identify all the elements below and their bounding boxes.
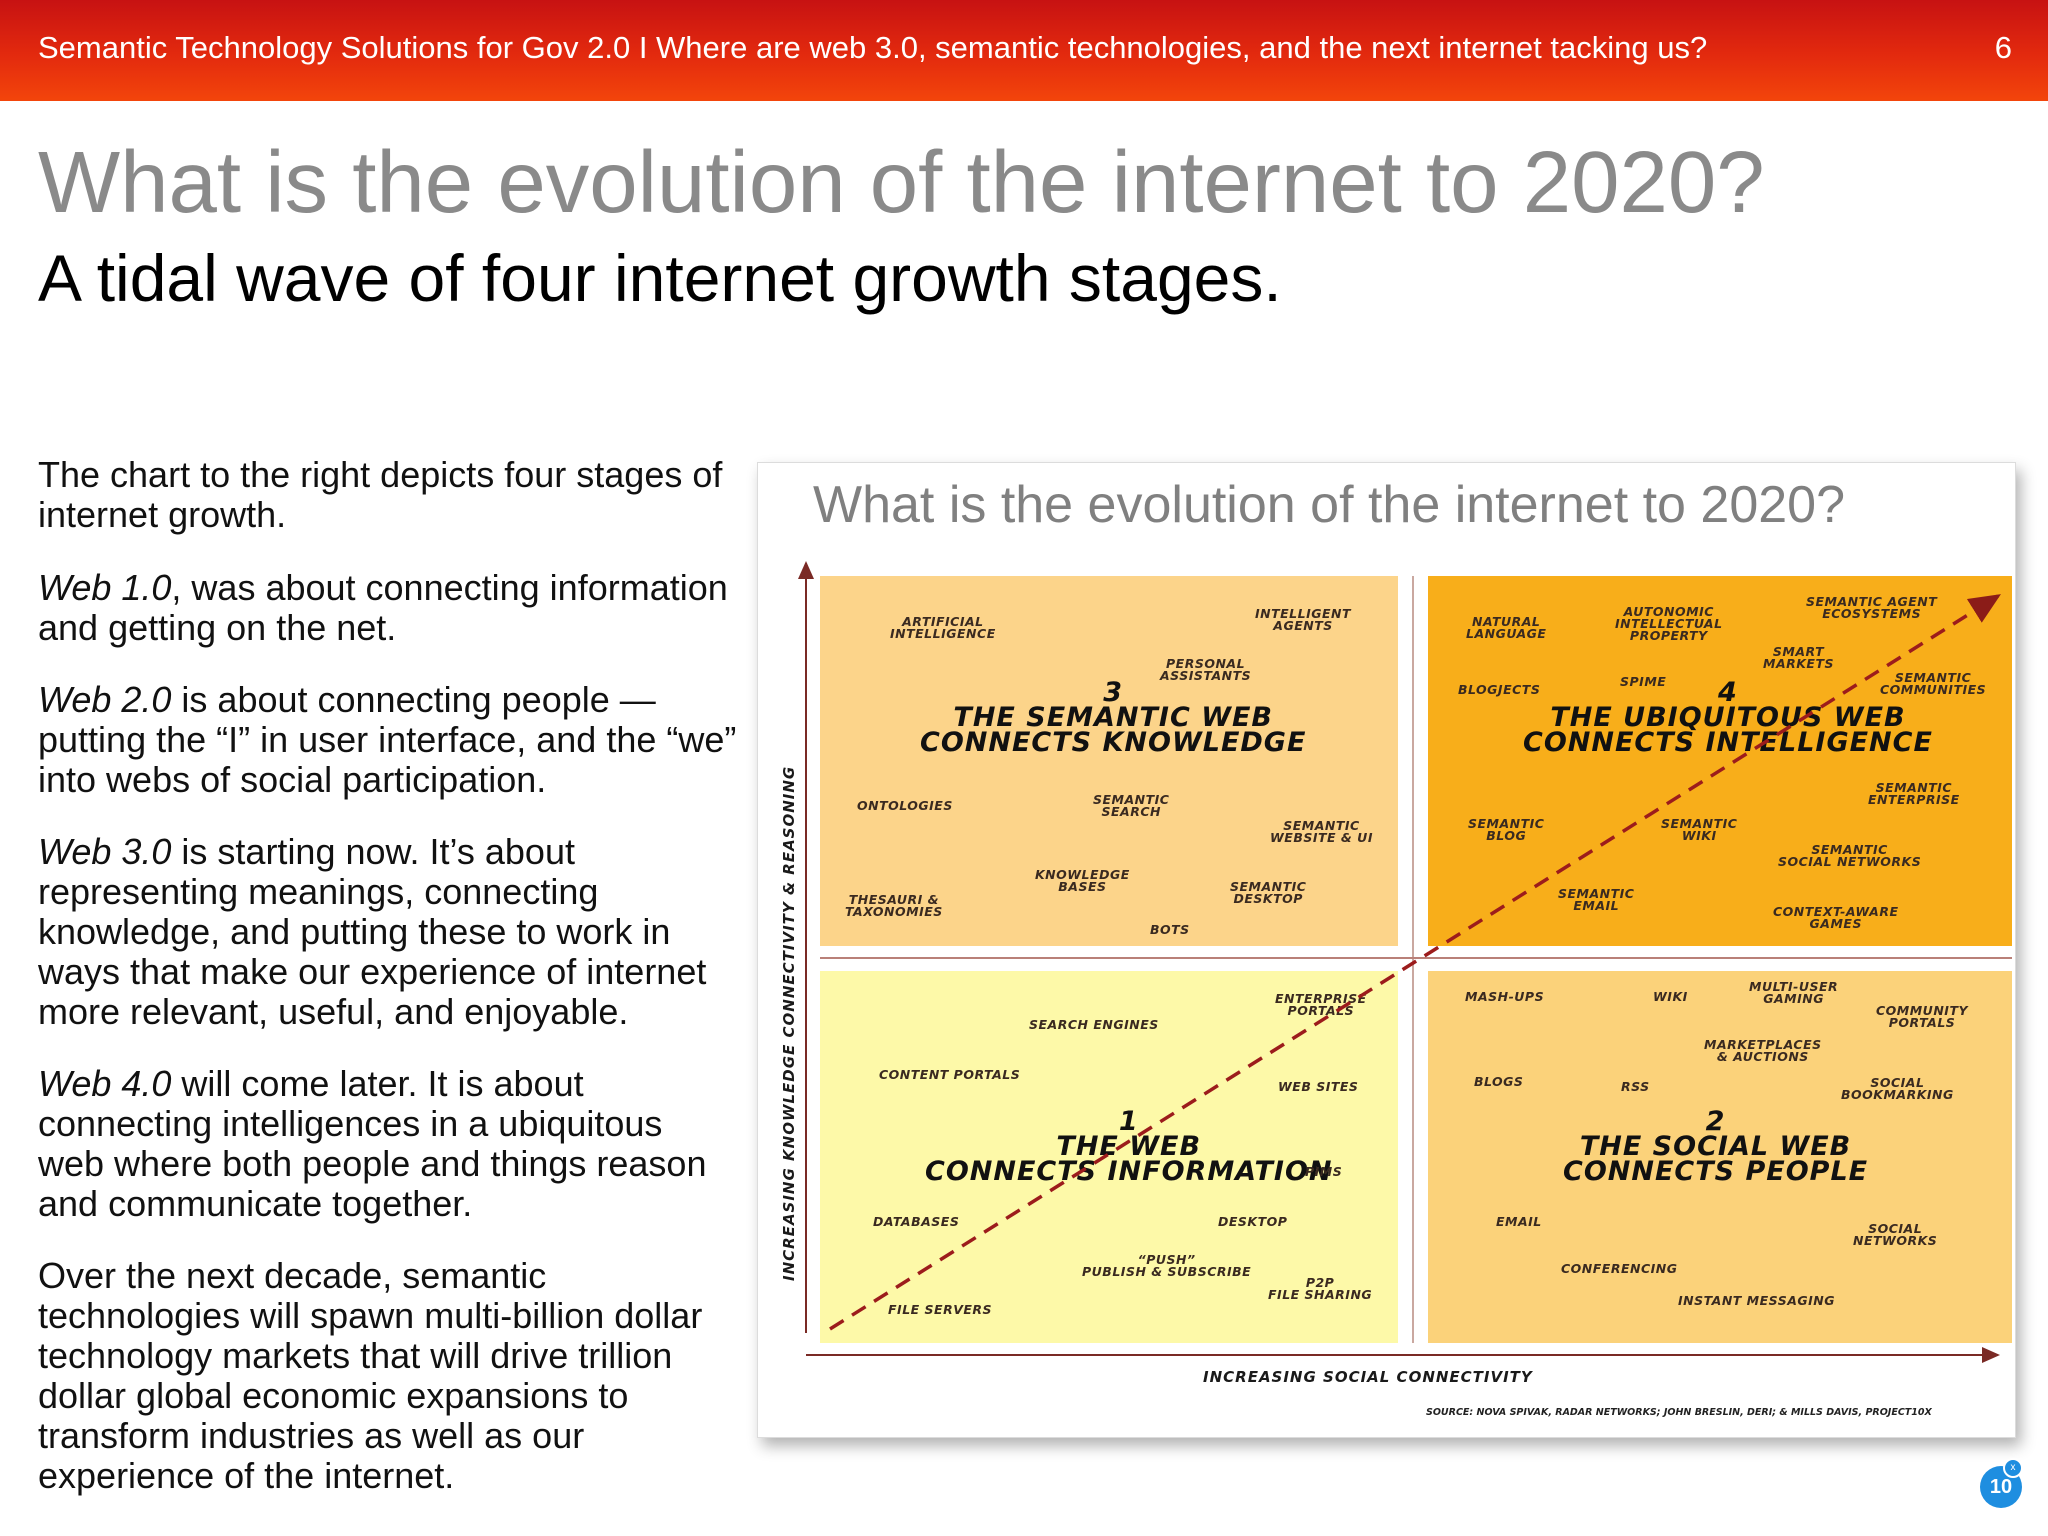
badge-close-icon[interactable]: x (2003, 1458, 2023, 1478)
stage-2-line1: THE SOCIAL WEB (1579, 1131, 1852, 1162)
web2-name: Web 2.0 (38, 679, 172, 720)
label-semantic-communities: SEMANTIC COMMUNITIES (1880, 670, 1987, 697)
label-pims: PIMS (1305, 1164, 1343, 1179)
label-personal-assistants: PERSONAL ASSISTANTS (1160, 656, 1252, 683)
web1-paragraph: Web 1.0, was about connecting informatio… (38, 568, 738, 648)
label-instant-messaging: INSTANT MESSAGING (1678, 1293, 1836, 1308)
stage-4-line2: CONNECTS INTELLIGENCE (1523, 727, 1933, 758)
stage-2-heading: 2 THE SOCIAL WEB CONNECTS PEOPLE (1563, 1106, 1869, 1187)
label-conferencing: CONFERENCING (1561, 1261, 1678, 1276)
label-push-publish-subscribe: “PUSH” PUBLISH & SUBSCRIBE (1082, 1252, 1252, 1279)
stage-1-line1: THE WEB (1056, 1131, 1202, 1162)
label-social-networks: SOCIAL NETWORKS (1853, 1221, 1938, 1248)
label-p2p-file-sharing: P2P FILE SHARING (1268, 1275, 1373, 1302)
web1-name: Web 1.0 (38, 567, 172, 608)
quadrant-social-web: MASH-UPS WIKI MULTI-USER GAMING COMMUNITY… (1428, 971, 2012, 1343)
web4-paragraph: Web 4.0 will come later. It is about con… (38, 1064, 738, 1224)
label-rss: RSS (1621, 1079, 1650, 1094)
slide-subtitle: A tidal wave of four internet growth sta… (38, 241, 1282, 315)
page-number: 6 (1994, 30, 2012, 65)
stage-1-number: 1 (1118, 1106, 1139, 1137)
web1-text: , was about connecting information and g… (38, 567, 728, 648)
label-semantic-email: SEMANTIC EMAIL (1558, 886, 1635, 913)
stage-4-heading: 4 THE UBIQUITOUS WEB CONNECTS INTELLIGEN… (1523, 677, 1933, 758)
stage-4-line1: THE UBIQUITOUS WEB (1550, 702, 1906, 733)
label-knowledge-bases: KNOWLEDGE BASES (1035, 867, 1130, 894)
chart-title: What is the evolution of the internet to… (813, 476, 1846, 534)
header-title: Semantic Technology Solutions for Gov 2.… (38, 30, 1708, 65)
label-autonomic-ip: AUTONOMIC INTELLECTUAL PROPERTY (1615, 604, 1723, 643)
label-multi-user-gaming: MULTI-USER GAMING (1749, 979, 1839, 1006)
quadrant-ubiquitous-web: NATURAL LANGUAGE AUTONOMIC INTELLECTUAL PRO… (1428, 576, 2012, 946)
label-ontologies: ONTOLOGIES (857, 798, 953, 813)
label-wiki: WIKI (1653, 989, 1688, 1004)
growth-trend-arrow (829, 594, 2001, 1331)
label-semantic-desktop: SEMANTIC DESKTOP (1230, 879, 1307, 906)
body-text: The chart to the right depicts four stag… (38, 455, 738, 1528)
quadrant-semantic-web: ARTIFICIAL INTELLIGENCE INTELLIGENT AGENTS… (820, 576, 1398, 946)
label-intelligent-agents: INTELLIGENT AGENTS (1255, 606, 1352, 633)
label-semantic-website-ui: SEMANTIC WEBSITE & UI (1270, 818, 1373, 845)
header-bar: Semantic Technology Solutions for Gov 2.… (0, 0, 2048, 101)
stage-3-line1: THE SEMANTIC WEB (953, 702, 1273, 733)
label-artificial-intelligence: ARTIFICIAL INTELLIGENCE (890, 614, 996, 641)
label-spime: SPIME (1620, 674, 1667, 689)
label-desktop: DESKTOP (1218, 1214, 1288, 1229)
label-marketplaces-auctions: MARKETPLACES & AUCTIONS (1704, 1037, 1822, 1064)
stage-2-line2: CONNECTS PEOPLE (1563, 1156, 1869, 1187)
web3-paragraph: Web 3.0 is starting now. It’s about repr… (38, 832, 738, 1032)
web2-paragraph: Web 2.0 is about connecting people — put… (38, 680, 738, 800)
stage-3-number: 3 (1103, 677, 1124, 708)
label-search-engines: SEARCH ENGINES (1029, 1017, 1159, 1032)
stage-2-number: 2 (1705, 1106, 1726, 1137)
label-file-servers: FILE SERVERS (888, 1302, 993, 1317)
x-axis-label: INCREASING SOCIAL CONNECTIVITY (1203, 1368, 1533, 1386)
chart-overlay (798, 561, 2012, 1363)
stage-4-number: 4 (1718, 677, 1738, 708)
evolution-chart-image: What is the evolution of the internet to… (757, 462, 2016, 1438)
label-blogjects: BLOGJECTS (1458, 682, 1541, 697)
intro-paragraph: The chart to the right depicts four stag… (38, 454, 723, 535)
label-community-portals: COMMUNITY PORTALS (1876, 1003, 1969, 1030)
web3-name: Web 3.0 (38, 831, 172, 872)
chart-source: SOURCE: NOVA SPIVAK, RADAR NETWORKS; JOH… (1426, 1407, 1932, 1418)
label-mash-ups: MASH-UPS (1465, 989, 1545, 1004)
label-content-portals: CONTENT PORTALS (879, 1067, 1021, 1082)
web3-text: is starting now. It’s about representing… (38, 831, 707, 1032)
stage-3-heading: 3 THE SEMANTIC WEB CONNECTS KNOWLEDGE (920, 677, 1307, 758)
label-enterprise-portals: ENTERPRISE PORTALS (1275, 991, 1367, 1018)
label-semantic-blog: SEMANTIC BLOG (1468, 816, 1545, 843)
label-social-bookmarking: SOCIAL BOOKMARKING (1841, 1075, 1954, 1102)
label-semantic-social-networks: SEMANTIC SOCIAL NETWORKS (1778, 842, 1922, 869)
label-semantic-search: SEMANTIC SEARCH (1093, 792, 1170, 819)
label-semantic-enterprise: SEMANTIC ENTERPRISE (1868, 780, 1960, 807)
label-semantic-agent-ecosystems: SEMANTIC AGENT ECOSYSTEMS (1806, 594, 1938, 621)
label-thesauri-taxonomies: THESAURI & TAXONOMIES (845, 892, 943, 919)
label-natural-language: NATURAL LANGUAGE (1466, 614, 1547, 641)
label-smart-markets: SMART MARKETS (1763, 644, 1834, 671)
web4-text: will come later. It is about connecting … (38, 1063, 707, 1224)
label-databases: DATABASES (873, 1214, 960, 1229)
stage-1-line2: CONNECTS INFORMATION (925, 1156, 1333, 1187)
label-context-aware-games: CONTEXT-AWARE GAMES (1773, 904, 1899, 931)
stage-1-heading: 1 THE WEB CONNECTS INFORMATION (925, 1106, 1333, 1187)
web4-name: Web 4.0 (38, 1063, 172, 1104)
label-email: EMAIL (1496, 1214, 1542, 1229)
label-blogs: BLOGS (1474, 1074, 1524, 1089)
y-axis-label: INCREASING KNOWLEDGE CONNECTIVITY & REAS… (780, 765, 798, 1281)
slide-title: What is the evolution of the internet to… (38, 134, 1765, 231)
label-bots: BOTS (1150, 922, 1190, 937)
notification-badge[interactable]: 10 (1980, 1466, 2022, 1508)
label-semantic-wiki: SEMANTIC WIKI (1661, 816, 1738, 843)
web2-text: is about connecting people — putting the… (38, 679, 737, 800)
label-web-sites: WEB SITES (1278, 1079, 1359, 1094)
outro-paragraph: Over the next decade, semantic technolog… (38, 1255, 703, 1496)
stage-3-line2: CONNECTS KNOWLEDGE (920, 727, 1307, 758)
